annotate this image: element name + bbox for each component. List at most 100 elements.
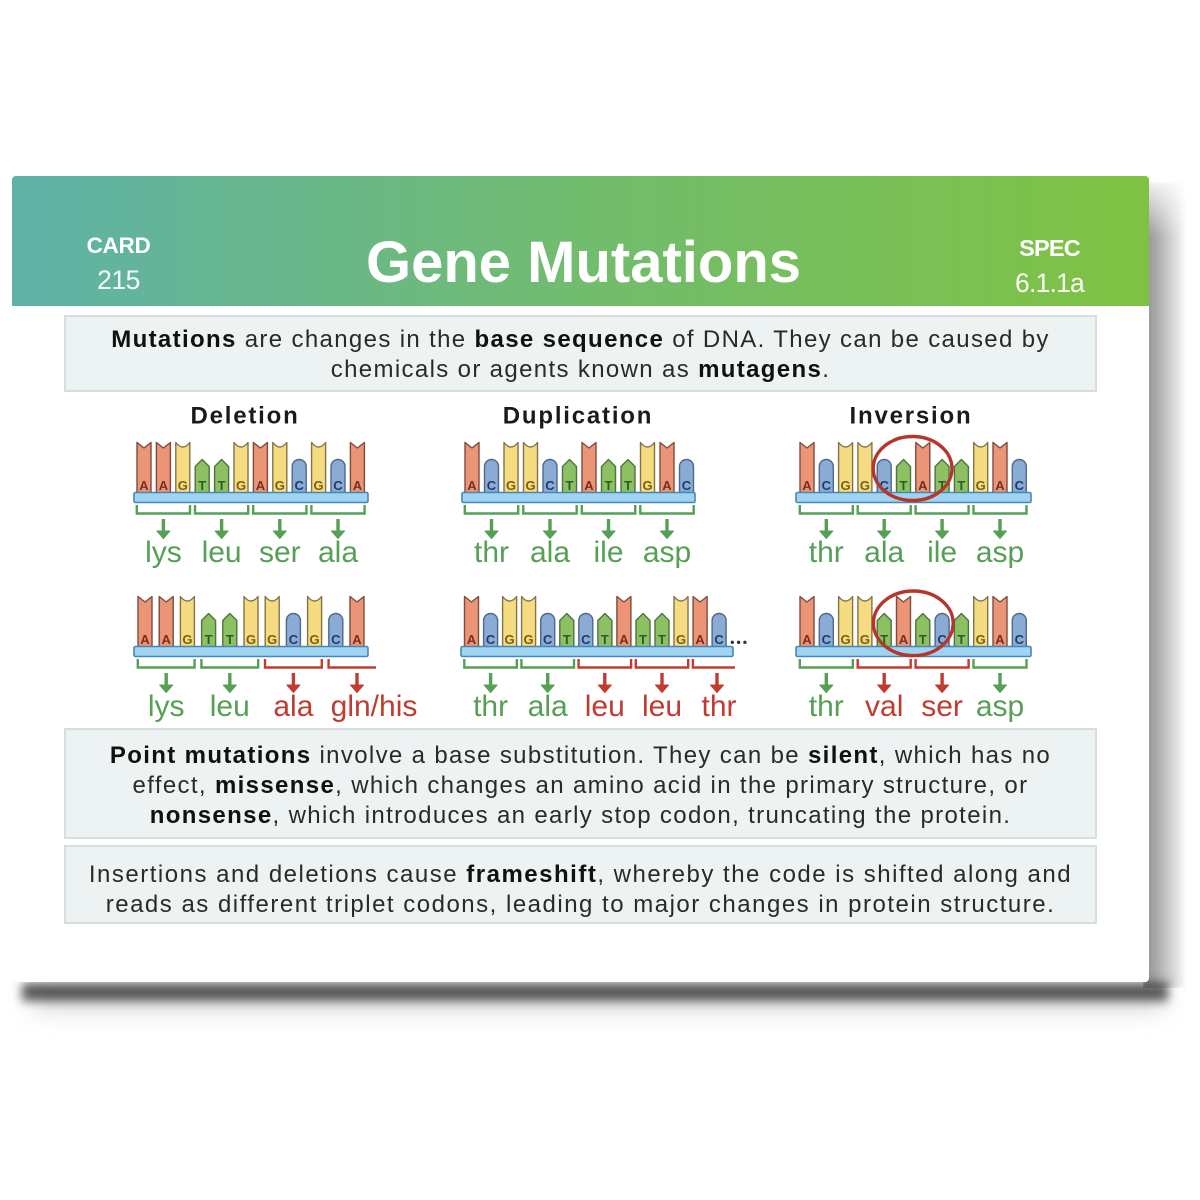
svg-text:A: A <box>802 632 812 647</box>
svg-text:A: A <box>352 632 362 647</box>
svg-text:C: C <box>289 632 299 647</box>
svg-text:A: A <box>899 632 909 647</box>
svg-text:ala: ala <box>318 536 358 569</box>
svg-text:G: G <box>841 632 851 647</box>
svg-text:G: G <box>246 632 256 647</box>
svg-text:G: G <box>525 478 535 493</box>
svg-text:val: val <box>865 690 903 723</box>
svg-text:T: T <box>900 478 908 493</box>
svg-text:ala: ala <box>864 536 904 569</box>
svg-text:A: A <box>139 478 149 493</box>
svg-text:A: A <box>140 632 150 647</box>
svg-text:thr: thr <box>473 690 508 723</box>
svg-text:G: G <box>642 478 652 493</box>
svg-text:C: C <box>487 478 497 493</box>
svg-text:G: G <box>310 632 320 647</box>
svg-text:A: A <box>619 632 629 647</box>
svg-text:leu: leu <box>202 536 242 569</box>
svg-text:T: T <box>601 632 609 647</box>
svg-text:A: A <box>256 478 266 493</box>
svg-text:Duplication: Duplication <box>503 403 653 430</box>
svg-text:A: A <box>467 478 477 493</box>
svg-text:C: C <box>937 632 947 647</box>
svg-text:G: G <box>267 632 277 647</box>
svg-text:C: C <box>822 632 832 647</box>
svg-text:C: C <box>295 478 305 493</box>
svg-text:G: G <box>314 478 324 493</box>
svg-text:C: C <box>880 478 890 493</box>
svg-text:A: A <box>802 478 812 493</box>
svg-text:G: G <box>182 632 192 647</box>
svg-text:Deletion: Deletion <box>190 403 299 430</box>
svg-text:C: C <box>581 632 591 647</box>
svg-text:A: A <box>995 632 1005 647</box>
svg-text:C: C <box>822 478 832 493</box>
svg-text:A: A <box>662 478 672 493</box>
svg-text:G: G <box>178 478 188 493</box>
svg-text:C: C <box>714 632 724 647</box>
svg-text:G: G <box>275 478 285 493</box>
svg-text:T: T <box>957 632 965 647</box>
svg-text:G: G <box>236 478 246 493</box>
svg-text:leu: leu <box>210 690 250 723</box>
svg-text:A: A <box>162 632 172 647</box>
svg-text:A: A <box>353 478 363 493</box>
svg-text:A: A <box>918 478 928 493</box>
svg-text:A: A <box>584 478 594 493</box>
svg-text:T: T <box>880 632 888 647</box>
svg-text:ala: ala <box>273 690 313 723</box>
svg-text:C: C <box>333 478 343 493</box>
svg-text:T: T <box>198 478 206 493</box>
svg-text:G: G <box>860 632 870 647</box>
svg-text:G: G <box>506 478 516 493</box>
svg-text:ser: ser <box>921 690 963 723</box>
svg-text:lys: lys <box>148 690 185 723</box>
svg-text:T: T <box>639 632 647 647</box>
svg-text:C: C <box>486 632 496 647</box>
svg-text:T: T <box>658 632 666 647</box>
svg-text:G: G <box>524 632 534 647</box>
svg-text:ile: ile <box>593 536 623 569</box>
svg-text:A: A <box>695 632 705 647</box>
svg-text:T: T <box>938 478 946 493</box>
svg-text:T: T <box>919 632 927 647</box>
svg-text:T: T <box>218 478 226 493</box>
svg-text:lys: lys <box>145 536 182 569</box>
svg-text:Inversion: Inversion <box>850 403 973 430</box>
svg-text:T: T <box>605 478 613 493</box>
svg-text:G: G <box>976 478 986 493</box>
svg-text:ala: ala <box>530 536 570 569</box>
svg-text:T: T <box>566 478 574 493</box>
svg-text:T: T <box>563 632 571 647</box>
svg-text:thr: thr <box>701 690 736 723</box>
svg-text:thr: thr <box>809 536 844 569</box>
svg-text:C: C <box>331 632 341 647</box>
svg-text:G: G <box>860 478 870 493</box>
svg-text:G: G <box>976 632 986 647</box>
svg-text:leu: leu <box>642 690 682 723</box>
svg-text:ser: ser <box>259 536 301 569</box>
svg-text:A: A <box>159 478 169 493</box>
svg-text:C: C <box>545 478 555 493</box>
svg-text:asp: asp <box>976 536 1024 569</box>
svg-text:G: G <box>505 632 515 647</box>
svg-text:T: T <box>624 478 632 493</box>
svg-text:asp: asp <box>643 536 691 569</box>
svg-text:thr: thr <box>474 536 509 569</box>
svg-text:gln/his: gln/his <box>331 690 418 723</box>
svg-text:thr: thr <box>809 690 844 723</box>
svg-text:T: T <box>205 632 213 647</box>
svg-text:ile: ile <box>927 536 957 569</box>
svg-text:A: A <box>467 632 477 647</box>
svg-text:C: C <box>1015 478 1025 493</box>
svg-text:leu: leu <box>585 690 625 723</box>
svg-text:C: C <box>543 632 553 647</box>
svg-text:T: T <box>957 478 965 493</box>
svg-text:T: T <box>226 632 234 647</box>
svg-text:C: C <box>1015 632 1025 647</box>
svg-text:ala: ala <box>528 690 568 723</box>
svg-text:A: A <box>995 478 1005 493</box>
svg-text:G: G <box>676 632 686 647</box>
svg-text:C: C <box>682 478 692 493</box>
svg-text:asp: asp <box>976 690 1024 723</box>
